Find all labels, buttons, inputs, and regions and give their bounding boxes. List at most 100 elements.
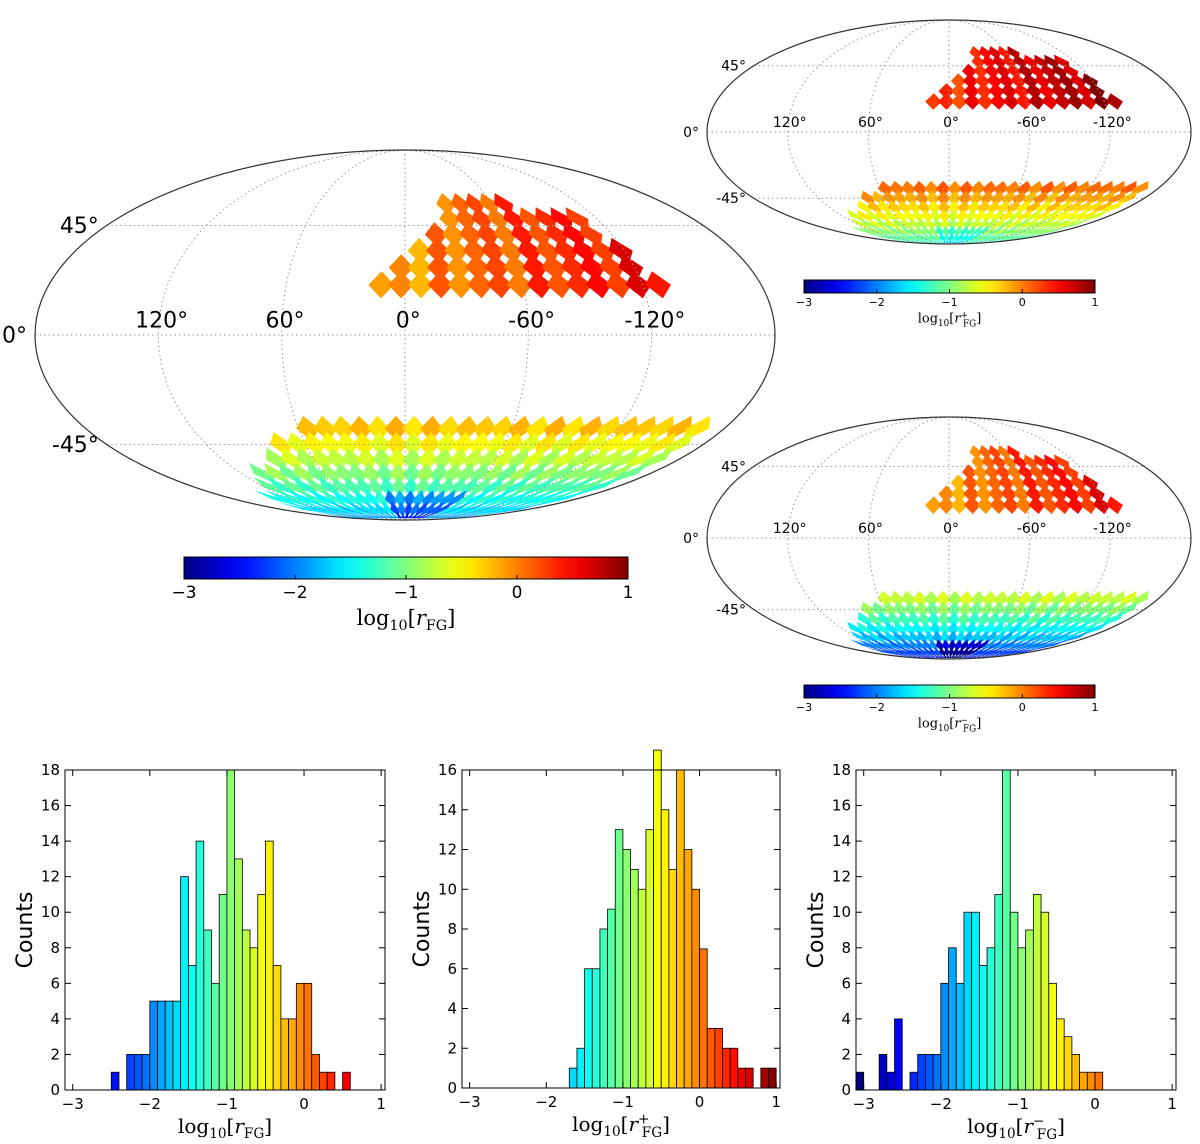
map-patch-south — [348, 462, 367, 485]
map-patch-south — [899, 653, 927, 658]
map-patch-south — [323, 511, 369, 519]
histogram-bar — [660, 809, 670, 1089]
map-patch-south — [915, 239, 935, 243]
y-tick-label: 12 — [832, 868, 851, 886]
map-patch-south — [1049, 630, 1083, 644]
map-patch-south — [417, 447, 438, 472]
map-patch-north — [450, 193, 470, 216]
y-tick-label: 6 — [841, 974, 851, 992]
map-patch-north — [566, 271, 592, 299]
map-patch-north — [986, 474, 1003, 492]
histogram-bar — [295, 982, 305, 1091]
map-patch-north — [494, 193, 514, 216]
lat-tick-label: 0° — [683, 531, 699, 547]
map-patch-south — [956, 653, 967, 658]
map-patch-south — [474, 490, 512, 508]
histogram-bar — [855, 1071, 865, 1091]
map-patch-south — [915, 653, 935, 658]
map-patch-north — [1067, 93, 1085, 110]
map-patch-north — [368, 271, 395, 299]
map-patch-south — [925, 630, 935, 644]
graticule-meridian — [948, 19, 1031, 245]
map-patch-south — [974, 653, 1007, 658]
map-patch-north — [998, 73, 1015, 89]
map-patch-north — [480, 237, 505, 264]
map-patch-south — [977, 200, 991, 215]
histogram-bar — [978, 965, 988, 1091]
map-patch-south — [372, 447, 393, 472]
map-patch-south — [917, 647, 935, 657]
map-patch-north — [984, 464, 1000, 481]
map-patch-north — [408, 271, 434, 299]
x-tick-label: 1 — [1167, 1095, 1177, 1113]
map-patch-south — [919, 239, 936, 243]
histogram-bar — [760, 1067, 769, 1089]
map-patch-south — [414, 501, 428, 517]
x-tick-label: −3 — [62, 1095, 84, 1113]
map-patch-south — [980, 225, 997, 237]
map-patch-south — [416, 511, 433, 519]
map-patch-south — [904, 601, 919, 618]
map-patch-south — [366, 415, 390, 442]
map-patch-south — [1016, 590, 1032, 608]
map-patch-south — [435, 511, 475, 519]
map-patch-south — [947, 601, 962, 618]
lat-tick-label: 45° — [721, 59, 746, 75]
x-tick-label: −1 — [1007, 1095, 1029, 1113]
map-patch-north — [1010, 73, 1027, 89]
x-axis-label: log10[r− FG] — [967, 1113, 1065, 1143]
map-patch-south — [944, 647, 950, 657]
map-patch-south — [947, 190, 962, 206]
map-patch-south — [1049, 218, 1083, 231]
histogram-bar — [311, 1054, 320, 1091]
y-tick-label: 16 — [832, 797, 851, 815]
map-patch-north — [962, 474, 979, 492]
map-patch-south — [972, 653, 1003, 658]
map-patch-north — [1034, 54, 1048, 70]
sky-map-main: 120° 60° 0° -60° -120° 45° 0° -45° −3 −2 −1 0 1 log10… — [2, 149, 776, 634]
map-patch-south — [420, 415, 444, 442]
map-patch-south — [419, 432, 441, 457]
map-patch-south — [383, 511, 397, 519]
colorbar-tick-label: 1 — [1092, 701, 1099, 714]
map-patch-south — [886, 639, 909, 651]
map-patch-north — [1015, 496, 1033, 514]
map-patch-north — [1018, 63, 1034, 79]
map-patch-south — [1001, 601, 1016, 618]
map-patch-north — [1002, 93, 1020, 110]
map-patch-south — [954, 653, 963, 658]
map-patch-north — [1106, 496, 1123, 514]
map-patch-north — [605, 271, 632, 299]
map-patch-south — [963, 630, 973, 644]
map-patch-north — [950, 474, 967, 492]
map-patch-south — [901, 225, 918, 237]
map-outline — [706, 416, 1192, 660]
map-patch-north — [444, 237, 469, 264]
map-patch-south — [529, 477, 570, 497]
map-patch-north — [427, 271, 454, 299]
map-patch-south — [403, 462, 421, 485]
histogram-bar — [288, 1018, 297, 1091]
map-patch-south — [904, 190, 919, 206]
map-patch-north — [1007, 464, 1022, 481]
map-patch-south — [397, 501, 406, 517]
map-patch-south — [491, 415, 514, 442]
histogram-bar — [1025, 929, 1034, 1091]
map-patch-north — [950, 83, 968, 100]
histogram-bar — [676, 769, 685, 1089]
map-patch-south — [437, 415, 461, 442]
map-patch-north — [963, 485, 980, 503]
map-patch-north — [950, 496, 968, 514]
map-patch-south — [1016, 180, 1032, 197]
map-patch-south — [985, 225, 1004, 237]
map-patch-south — [963, 647, 981, 657]
map-patch-north — [1051, 83, 1068, 100]
graticule-meridian — [787, 19, 950, 245]
map-patch-north — [969, 46, 982, 60]
histogram-bar — [591, 968, 601, 1089]
map-patch-south — [935, 590, 951, 608]
map-patch-south — [373, 501, 392, 517]
map-patch-south — [982, 590, 998, 608]
y-tick-label: 0 — [841, 1081, 851, 1099]
